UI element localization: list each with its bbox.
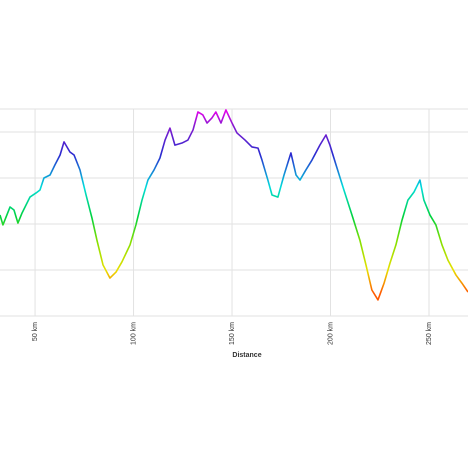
x-tick-label: 200 km — [327, 322, 334, 345]
elevation-line — [0, 109, 468, 301]
x-tick-label: 250 km — [426, 322, 433, 345]
x-tick-label: 150 km — [229, 322, 236, 345]
x-tick-label: 100 km — [130, 322, 137, 345]
x-axis-title: Distance — [232, 352, 261, 359]
x-tick-label: 50 km — [32, 322, 39, 341]
